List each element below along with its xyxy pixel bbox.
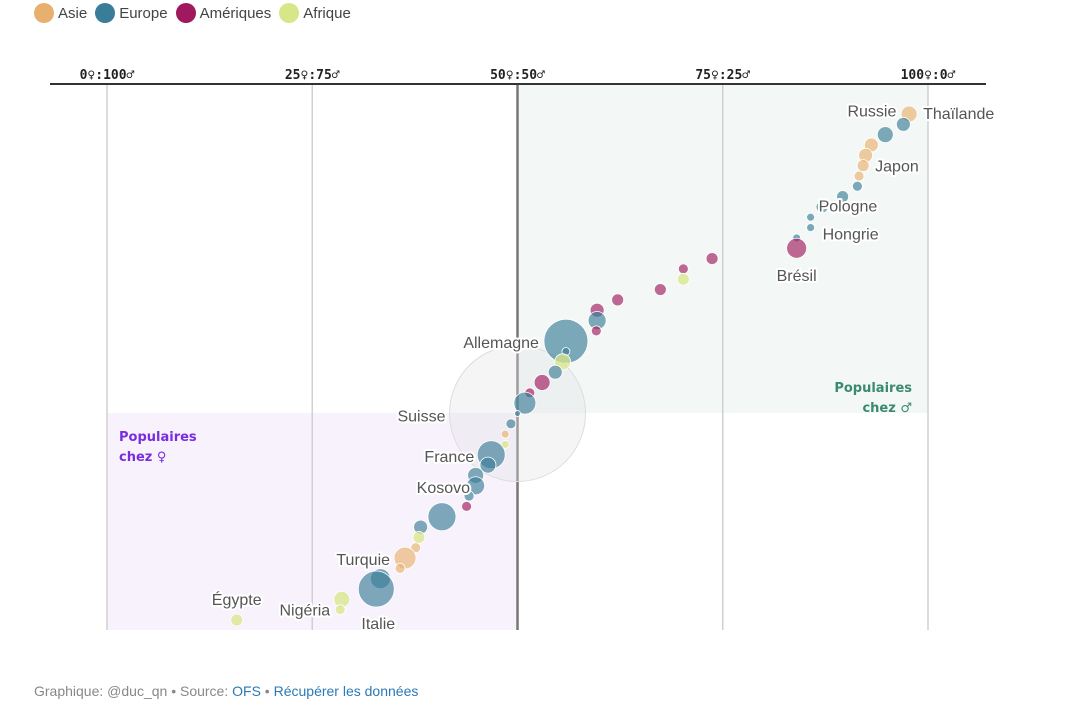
bubble-point: [836, 190, 850, 204]
footer-credit: Graphique: @duc_qn • Source:: [34, 683, 233, 699]
bubble-nigéria: [334, 604, 346, 616]
bubble-point: [851, 180, 863, 192]
bubble-point: [479, 456, 497, 474]
legend-item-asie[interactable]: Asie: [34, 3, 87, 23]
point-label: Suisse: [397, 408, 445, 425]
point-label: Égypte: [212, 590, 262, 609]
x-tick-label: 0♀:100♂: [80, 68, 135, 83]
bubble-brésil: [786, 237, 808, 259]
bubble-point: [513, 391, 537, 415]
bubble-point: [547, 364, 563, 380]
download-data-link[interactable]: Récupérer les données: [273, 683, 419, 699]
zone-label-female: Populaires: [119, 430, 197, 445]
bubble-égypte: [230, 613, 244, 627]
legend-item-ameriques[interactable]: Amériques: [175, 3, 272, 23]
bubble-point: [427, 502, 457, 532]
bubble-point: [394, 562, 406, 574]
point-label: Turquie: [336, 552, 390, 569]
legend-label: Amériques: [199, 4, 272, 22]
bubble-point: [533, 374, 551, 391]
legend-swatch: [34, 3, 54, 23]
bubble-point: [677, 263, 689, 275]
legend-swatch: [279, 3, 300, 23]
point-label: Thaïlande: [923, 106, 994, 123]
bubble-point: [505, 418, 517, 430]
bubble-hongrie: [806, 223, 815, 232]
legend: Asie Europe Amériques Afrique: [34, 3, 351, 23]
x-tick-label: 75♀:25♂: [695, 68, 750, 83]
point-label: Allemagne: [463, 335, 539, 352]
point-label: Brésil: [777, 268, 817, 285]
x-tick-label: 50♀:50♂: [490, 68, 545, 83]
x-tick-label: 25♀:75♂: [285, 68, 340, 83]
bubble-point: [815, 200, 829, 214]
point-label: Kosovo: [417, 480, 470, 497]
zone-label-male: chez ♂: [862, 401, 912, 416]
bubble-point: [590, 325, 602, 337]
zone-label-female: chez ♀: [119, 450, 166, 465]
bubble-kosovo: [463, 490, 475, 502]
footer: Graphique: @duc_qn • Source: OFS • Récup…: [34, 683, 418, 699]
legend-item-europe[interactable]: Europe: [95, 3, 168, 23]
footer-separator: •: [260, 683, 274, 699]
legend-label: Afrique: [303, 4, 351, 22]
bubble-italie: [357, 570, 395, 608]
point-label: France: [424, 449, 474, 466]
bubble-point: [412, 530, 426, 544]
bubble-point: [676, 272, 690, 286]
bubble-suisse: [514, 410, 521, 417]
legend-label: Europe: [119, 4, 168, 22]
legend-label: Asie: [58, 4, 88, 22]
point-label: Japon: [875, 159, 919, 176]
point-label: Nigéria: [279, 603, 330, 620]
legend-swatch: [95, 3, 116, 23]
source-link[interactable]: OFS: [232, 683, 261, 699]
point-label: Pologne: [819, 198, 878, 215]
bubble-point: [500, 429, 510, 439]
bubble-point: [466, 476, 486, 496]
bubble-point: [461, 501, 472, 512]
bubble-japon: [856, 159, 870, 173]
bubble-point: [705, 252, 719, 265]
legend-swatch: [175, 3, 196, 23]
zone-label-male: Populaires: [834, 381, 912, 396]
bubble-point: [611, 293, 625, 307]
bubble-point: [653, 283, 667, 296]
legend-item-afrique[interactable]: Afrique: [279, 3, 351, 23]
bubble-point: [853, 170, 865, 182]
point-label: Hongrie: [823, 227, 879, 244]
bubble-pologne: [806, 212, 815, 222]
point-label: Italie: [361, 616, 395, 633]
point-label: Russie: [847, 103, 896, 120]
bubble-russie: [895, 116, 911, 132]
x-tick-label: 100♀:0♂: [901, 68, 956, 83]
bubble-point: [876, 126, 894, 144]
